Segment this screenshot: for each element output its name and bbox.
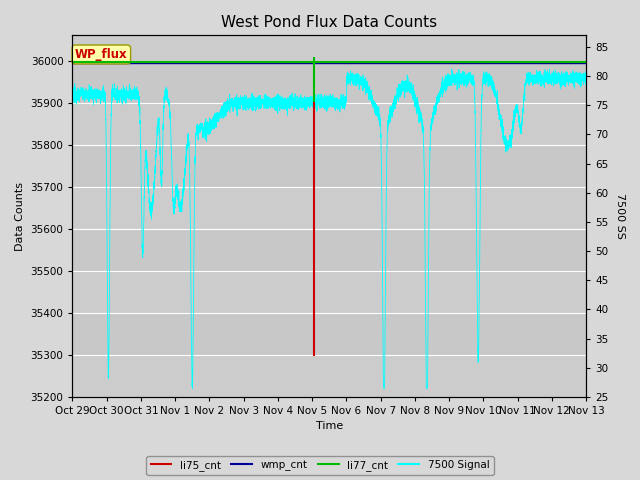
Bar: [72, 313, 586, 355]
Bar: [72, 144, 586, 187]
Text: WP_flux: WP_flux: [75, 48, 127, 61]
Y-axis label: 7500 SS: 7500 SS: [615, 193, 625, 239]
Bar: [72, 60, 586, 103]
Bar: [72, 271, 586, 313]
Bar: [72, 355, 586, 397]
Bar: [72, 187, 586, 228]
Bar: [72, 228, 586, 271]
Y-axis label: Data Counts: Data Counts: [15, 181, 25, 251]
Bar: [72, 36, 586, 60]
Legend: li75_cnt, wmp_cnt, li77_cnt, 7500 Signal: li75_cnt, wmp_cnt, li77_cnt, 7500 Signal: [147, 456, 493, 475]
Title: West Pond Flux Data Counts: West Pond Flux Data Counts: [221, 15, 437, 30]
Bar: [72, 103, 586, 144]
X-axis label: Time: Time: [316, 421, 343, 432]
